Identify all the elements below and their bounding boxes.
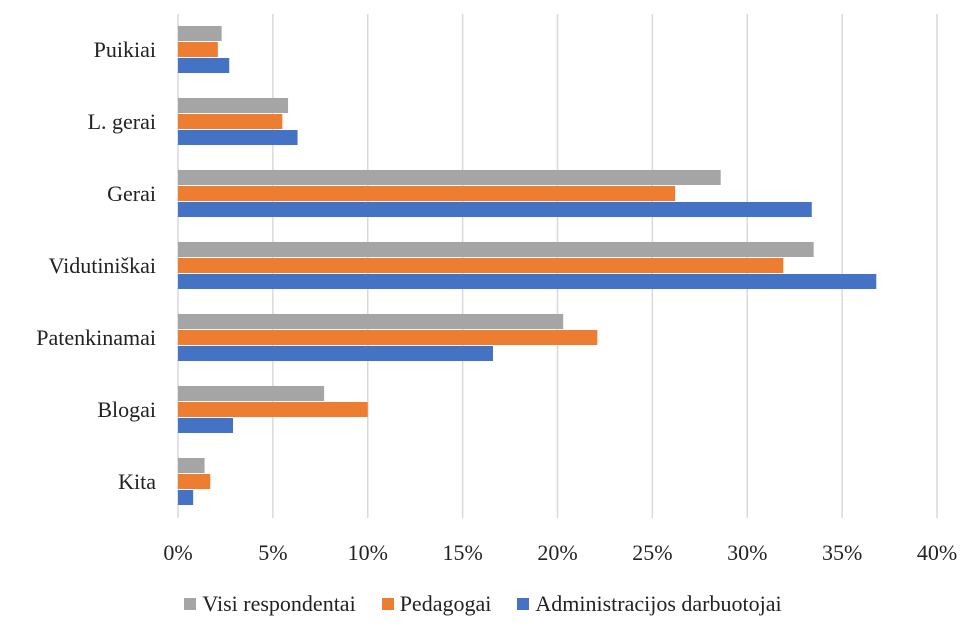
legend: Visi respondentai Pedagogai Administraci… [0,588,966,620]
bar [178,402,368,417]
bar [178,274,877,289]
bar [178,458,205,473]
legend-label: Pedagogai [399,591,492,616]
bar [178,474,211,489]
category-label: L. gerai [88,109,156,134]
bar [178,42,218,57]
x-tick-label: 10% [348,540,388,565]
legend-item-pedagogai: Pedagogai [381,591,492,617]
legend-item-administracijos-darbuotojai: Administracijos darbuotojai [517,591,782,617]
bar [178,242,814,257]
bar [178,58,230,73]
bar [178,114,283,129]
bar [178,130,298,145]
x-tick-label: 40% [917,540,957,565]
x-tick-label: 15% [442,540,482,565]
bar [178,314,564,329]
bar [178,98,289,113]
x-tick-label: 35% [822,540,862,565]
x-tick-label: 30% [727,540,767,565]
category-label: Kita [118,469,156,494]
x-tick-label: 20% [537,540,577,565]
bar [178,26,222,41]
bar [178,170,721,185]
legend-item-visi-respondentai: Visi respondentai [184,591,356,617]
legend-swatch [184,598,197,610]
bars [178,26,877,505]
bar [178,418,234,433]
bar [178,202,812,217]
legend-label: Visi respondentai [202,591,356,616]
bar [178,186,676,201]
bar [178,386,325,401]
bar [178,490,194,505]
category-label: Patenkinamai [36,325,156,350]
bar [178,258,784,273]
bar [178,330,598,345]
category-label: Vidutiniškai [49,253,156,278]
bar-chart: Puikiai L. gerai Gerai Vidutiniškai Patenkin… [36,14,957,565]
legend-swatch [381,598,394,610]
category-labels: Puikiai L. gerai Gerai Vidutiniškai Patenkin… [36,37,156,494]
x-tick-label: 0% [163,540,192,565]
x-tick-label: 5% [258,540,287,565]
bar [178,346,493,361]
category-label: Gerai [107,181,156,206]
legend-label: Administracijos darbuotojai [535,591,782,616]
category-label: Puikiai [94,37,156,62]
legend-swatch [517,598,530,610]
category-label: Blogai [97,397,156,422]
x-tick-label: 25% [632,540,672,565]
x-tick-labels: 0% 5% 10% 15% 20% 25% 30% 35% 40% [163,540,957,565]
